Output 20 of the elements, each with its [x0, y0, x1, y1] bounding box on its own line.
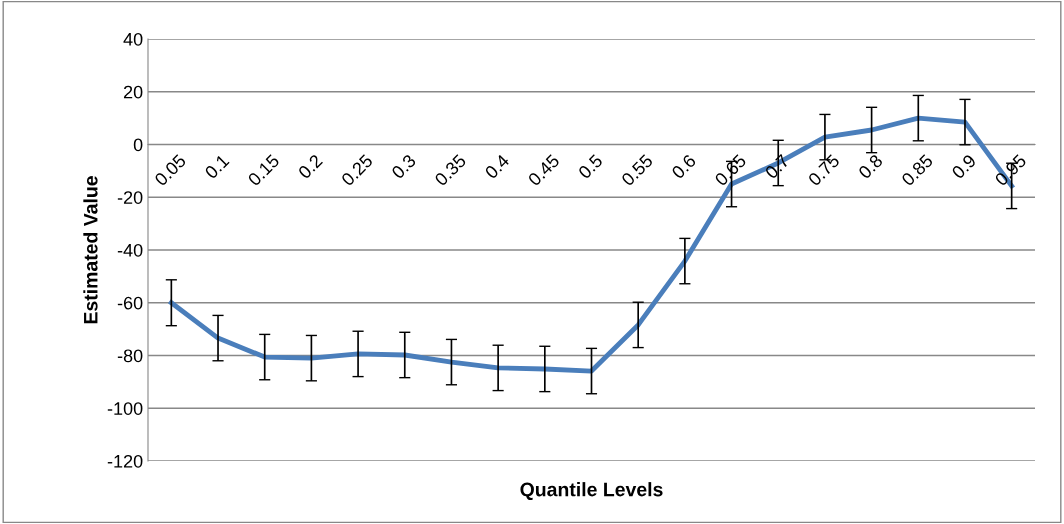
y-tick-label: 40	[123, 32, 143, 46]
x-tick-label: 0.1	[204, 153, 230, 180]
y-tick-label: -60	[117, 296, 143, 310]
y-tick-label: -80	[117, 349, 143, 363]
x-tick-label: 0.4	[484, 153, 511, 180]
x-tick-label: 0.9	[950, 153, 977, 180]
x-tick-label: 0.6	[670, 153, 697, 180]
y-tick-label: -100	[107, 402, 143, 415]
y-tick-label: 20	[123, 85, 143, 99]
x-tick-label: 0.5	[577, 153, 604, 180]
x-axis-title: Quantile Levels	[520, 482, 663, 501]
x-tick-label: 0.7	[764, 153, 790, 180]
y-tick-label: -40	[117, 243, 143, 257]
x-tick-label: 0.8	[857, 153, 884, 180]
y-tick-label: 0	[133, 138, 143, 152]
x-tick-label: 0.2	[297, 153, 324, 180]
x-tick-label: 0.3	[390, 153, 417, 180]
y-axis-title: Estimated Value	[83, 176, 98, 324]
y-tick-label: -120	[107, 454, 143, 468]
y-tick-label: -20	[117, 191, 143, 204]
